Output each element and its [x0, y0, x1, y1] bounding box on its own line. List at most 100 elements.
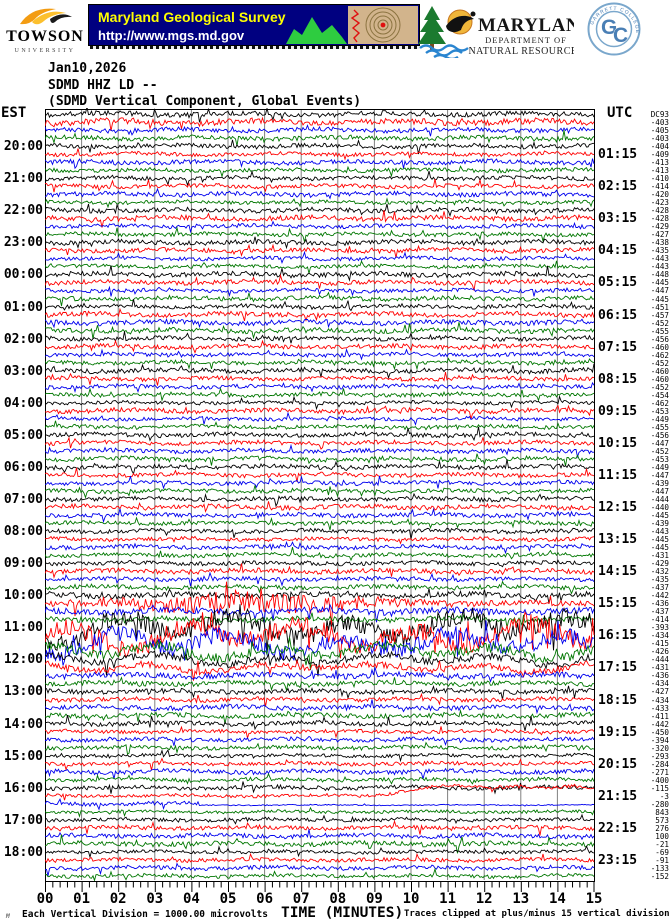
dc-offset-value: -454 [650, 390, 669, 400]
utc-time-label: 09:15 [598, 403, 638, 419]
seismogram-trace [45, 772, 595, 785]
seismogram-trace [45, 507, 595, 524]
seismogram-trace [45, 852, 595, 864]
utc-time-label: 17:15 [598, 660, 638, 676]
dc-offset-value: -439 [650, 478, 669, 488]
seismogram-trace [45, 845, 595, 859]
epicenter-rings-icon [365, 7, 401, 43]
pine-tree-icon [418, 6, 446, 44]
seismogram-trace [45, 339, 595, 354]
dc-offset-value: -432 [650, 567, 669, 577]
left-axis-header: EST [1, 105, 27, 121]
seismogram-trace [45, 749, 595, 763]
seismogram-trace [45, 265, 595, 282]
seismogram-trace [45, 571, 595, 587]
est-time-label: 04:00 [3, 395, 43, 411]
est-time-label: 07:00 [3, 492, 43, 507]
dc-offset-value: -428 [650, 214, 669, 224]
est-time-label: 20:00 [3, 139, 43, 155]
seismogram-trace [45, 165, 595, 179]
dc-offset-value: -450 [650, 727, 669, 737]
minute-label: 08 [329, 891, 347, 907]
seismogram-trace [45, 372, 595, 386]
seismogram-trace [45, 130, 595, 146]
est-time-label: 12:00 [3, 652, 43, 668]
est-time-label: 03:00 [3, 363, 43, 379]
dc-offset-value: -445 [650, 294, 669, 304]
dc-offset-value: DC93 [650, 110, 669, 119]
seismogram-trace [45, 459, 595, 476]
seismogram-trace [45, 588, 595, 604]
mgs-banner-url[interactable]: http://www.mgs.md.gov [98, 28, 245, 43]
utc-time-label: 18:15 [598, 692, 638, 708]
minute-label: 03 [146, 891, 164, 907]
dc-offset-value: -449 [650, 462, 669, 472]
seismogram-canvas [45, 108, 595, 882]
dc-offset-value: -447 [650, 486, 669, 496]
dc-offset-value: -445 [650, 543, 669, 553]
dc-offset-value: -91 [655, 855, 669, 865]
seismogram-trace [45, 243, 595, 258]
dc-offset-value: -280 [650, 799, 669, 809]
dc-offset-value: -444 [650, 495, 669, 504]
dc-offset-value: -434 [650, 679, 669, 689]
seismogram-trace [45, 197, 595, 209]
minute-label: 07 [292, 891, 310, 907]
seismogram-trace [45, 867, 595, 882]
minute-label: 06 [256, 891, 274, 907]
towson-flame-icon [20, 8, 56, 25]
utc-time-label: 08:15 [598, 371, 638, 387]
seismogram-trace [45, 685, 595, 700]
plot-date: Jan10,2026 [48, 61, 127, 76]
dc-offset-value: -284 [650, 759, 669, 769]
seismic-squiggle-icon [350, 9, 361, 43]
dc-offset-value: -405 [650, 126, 669, 135]
seismogram-trace [45, 116, 595, 131]
dc-offset-value: -435 [650, 575, 669, 585]
minute-label: 09 [365, 891, 383, 907]
utc-time-label: 11:15 [598, 467, 638, 483]
seismogram-trace [45, 169, 595, 187]
utc-time-label: 16:15 [598, 628, 638, 644]
dc-offset-value: -436 [650, 671, 669, 681]
towson-wordmark: TOWSON [6, 28, 84, 45]
seismogram-trace [45, 260, 595, 274]
utc-time-label: 06:15 [598, 307, 638, 323]
dc-offset-value: -429 [650, 222, 669, 232]
seismogram-trace [45, 291, 595, 307]
dc-offset-value: -449 [650, 414, 669, 424]
seismogram-trace [45, 357, 595, 371]
dc-offset-value: -427 [650, 230, 669, 240]
est-time-label: 15:00 [3, 748, 43, 764]
dc-offset-value: -455 [650, 422, 669, 432]
seismogram-trace [45, 139, 595, 155]
est-time-label: 13:00 [3, 684, 43, 700]
dc-offset-value: -431 [650, 663, 669, 673]
seismogram-trace [45, 767, 595, 780]
seismogram-trace [45, 725, 595, 740]
seismogram-trace [45, 363, 595, 380]
seismogram-trace [45, 426, 595, 442]
dc-offset-value: -462 [650, 350, 669, 360]
dc-offset-value: -460 [650, 374, 669, 384]
utc-time-label: 20:15 [598, 756, 638, 772]
seismogram-trace [45, 709, 595, 724]
dc-offset-value: -429 [650, 559, 669, 569]
dc-offset-value: -411 [650, 711, 669, 721]
est-time-label: 01:00 [3, 299, 43, 315]
seismogram-trace [45, 658, 595, 681]
dc-offset-value: -152 [650, 871, 669, 881]
dc-offset-value: -448 [650, 270, 669, 280]
seismogram-trace [45, 220, 595, 234]
seismogram-trace [45, 829, 595, 841]
right-axis-header: UTC [607, 105, 633, 121]
dc-offset-value: -452 [650, 382, 669, 392]
utc-time-label: 22:15 [598, 820, 638, 836]
est-time-label: 11:00 [3, 620, 43, 636]
dc-offset-value: -426 [650, 647, 669, 657]
dc-offset-value: -445 [650, 511, 669, 520]
est-time-label: 22:00 [3, 203, 43, 219]
est-time-label: 23:00 [3, 235, 43, 251]
